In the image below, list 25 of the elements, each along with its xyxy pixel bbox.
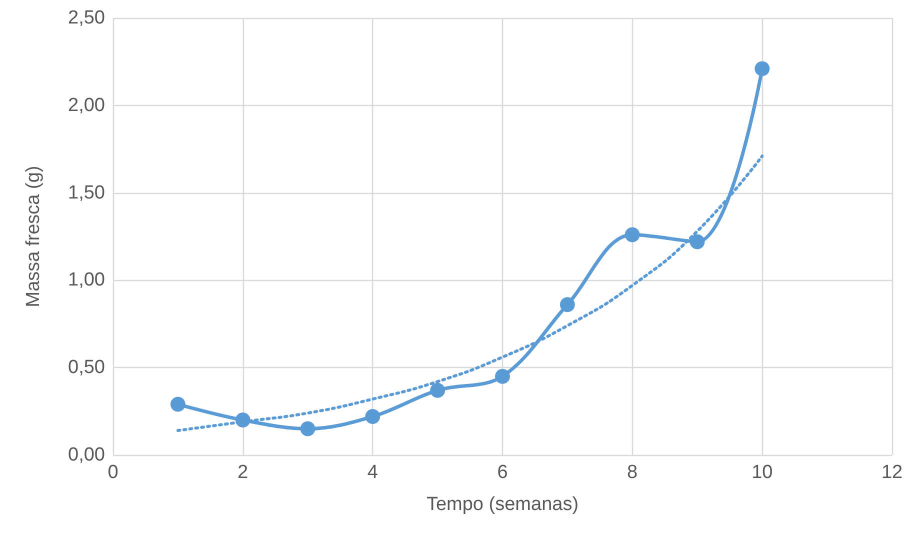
x-axis-title: Tempo (semanas) [426,494,579,515]
x-tick-label: 6 [497,462,508,483]
y-tick-label: 0,50 [68,357,105,378]
point [300,421,316,436]
point [690,234,705,250]
point [365,409,380,424]
point [495,368,510,384]
point [560,297,575,312]
y-tick-label: 2,00 [68,94,105,116]
point [170,396,186,412]
x-tick-label: 2 [238,462,248,483]
point [235,412,250,428]
x-tick-label: 8 [627,462,638,483]
y-axis-title: Massa fresca (g) [23,166,44,308]
y-tick-label: 1,50 [68,182,105,204]
point [624,227,640,242]
y-tick-label: 0,00 [68,444,105,466]
point [754,61,770,76]
x-tick-label: 12 [881,462,903,483]
x-tick-label: 10 [752,462,773,483]
point [430,382,446,398]
y-tick-label: 2,50 [68,8,105,28]
x-tick-label: 0 [108,462,118,483]
y-tick-label: 1,00 [68,270,105,291]
x-tick-label: 4 [367,462,378,483]
